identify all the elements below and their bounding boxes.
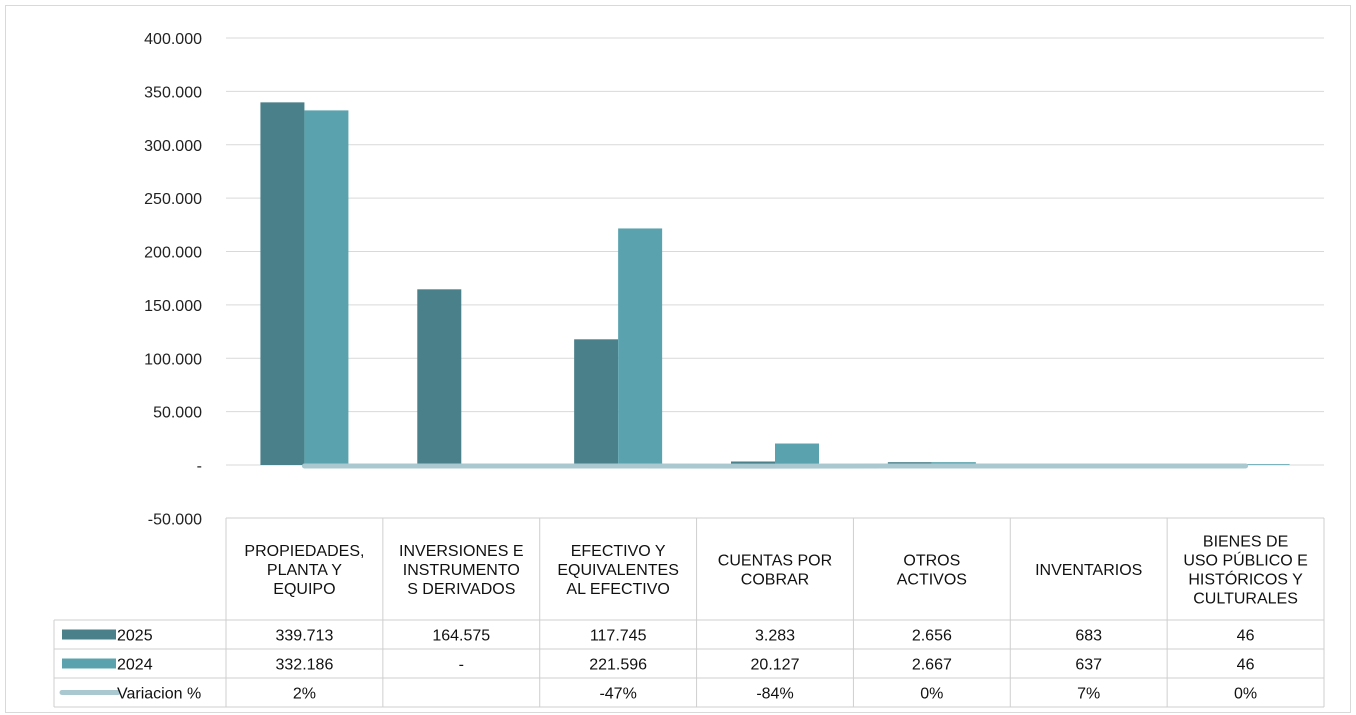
data-label: 332.186 (276, 657, 334, 674)
bar-2025 (417, 289, 462, 465)
y-tick-label: 250.000 (144, 191, 202, 208)
data-label: 339.713 (276, 628, 334, 645)
legend-label: Variacion % (117, 686, 201, 703)
category-label: COBRAR (741, 572, 809, 589)
y-tick-label: 350.000 (144, 84, 202, 101)
bar-2025 (260, 102, 305, 465)
bar-2024 (304, 110, 349, 465)
data-label: 164.575 (432, 628, 490, 645)
category-label: INSTRUMENTO (403, 562, 520, 579)
data-label: 2.667 (912, 657, 952, 674)
data-label: 0% (1234, 686, 1257, 703)
chart-svg: 400.000 350.000 300.000 250.000 200.000 150.0… (53, 31, 1325, 708)
category-label: INVERSIONES E (399, 543, 523, 560)
legend-key-2024 (62, 658, 116, 669)
data-label: -84% (756, 686, 793, 703)
category-label: USO PÚBLICO E (1183, 551, 1307, 570)
data-label: 221.596 (589, 657, 647, 674)
y-tick-label: 300.000 (144, 138, 202, 155)
chart-frame: 400.000 350.000 300.000 250.000 200.000 150.0… (5, 5, 1351, 713)
y-tick-label: - (197, 458, 202, 475)
category-label: ACTIVOS (897, 572, 967, 589)
category-label: S DERIVADOS (407, 581, 515, 598)
legend-label: 2025 (117, 628, 153, 645)
data-label: 7% (1077, 686, 1100, 703)
category-label: EQUIVALENTES (557, 562, 679, 579)
y-tick-label: 400.000 (144, 31, 202, 48)
y-tick-label: 50.000 (153, 405, 202, 422)
data-label: -47% (599, 686, 636, 703)
bar-2024 (618, 228, 663, 465)
data-label: 46 (1237, 657, 1255, 674)
y-tick-label: 200.000 (144, 245, 202, 262)
data-label: - (459, 657, 464, 674)
category-label: EQUIPO (273, 581, 335, 598)
y-tick-label: 150.000 (144, 298, 202, 315)
legend-key-2025 (62, 629, 116, 640)
category-label: INVENTARIOS (1035, 562, 1142, 579)
bar-2024 (1245, 464, 1290, 465)
category-label: BIENES DE (1203, 534, 1288, 551)
category-label: CUENTAS POR (718, 553, 832, 570)
category-label: PROPIEDADES, (244, 543, 364, 560)
data-label: 20.127 (751, 657, 800, 674)
y-tick-label: 100.000 (144, 351, 202, 368)
category-label: OTROS (903, 553, 960, 570)
category-label: CULTURALES (1193, 591, 1298, 608)
category-label: HISTÓRICOS Y (1188, 570, 1303, 589)
data-label: 0% (920, 686, 943, 703)
data-label: 683 (1075, 628, 1102, 645)
data-label: 3.283 (755, 628, 795, 645)
bar-2025 (731, 461, 775, 465)
data-label: 637 (1075, 657, 1102, 674)
legend-label: 2024 (117, 657, 153, 674)
data-label: 117.745 (590, 628, 647, 645)
category-label: AL EFECTIVO (566, 581, 669, 598)
category-label: EFECTIVO Y (571, 543, 666, 560)
y-tick-label: -50.000 (148, 511, 202, 528)
category-label: PLANTA Y (267, 562, 342, 579)
data-label: 2% (293, 686, 316, 703)
data-label: 46 (1237, 628, 1255, 645)
bar-2025 (574, 339, 619, 465)
bar-2024 (775, 443, 819, 465)
data-label: 2.656 (912, 628, 952, 645)
